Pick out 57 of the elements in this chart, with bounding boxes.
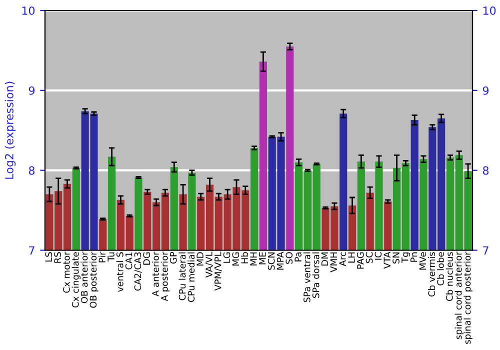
x-tick-label: Tu	[108, 252, 114, 262]
y-axis-title: Log2 (expression)	[4, 82, 16, 179]
x-tick-label: ME	[259, 252, 266, 264]
x-tick-label: SN	[392, 252, 400, 264]
x-tick-label: Tg	[402, 252, 410, 263]
x-tick-label: OB anterior	[80, 252, 88, 304]
x-tick-label: SC	[366, 252, 373, 264]
x-tick-label: Hb	[241, 252, 248, 264]
x-tick-label: CPu medial	[188, 252, 195, 302]
y-tick-label: 10	[22, 6, 35, 15]
x-tick-label: MVe	[419, 252, 426, 270]
y2-tick-label: 8	[482, 166, 489, 175]
x-tick-label: Cx cingulate	[72, 252, 81, 308]
x-tick-label: VMH	[330, 252, 337, 272]
x-tick-label: Pa	[294, 252, 302, 262]
x-tick-label: LG	[223, 252, 230, 263]
x-tick-label: ventral S	[116, 252, 124, 292]
x-tick-label: MD	[196, 252, 204, 266]
x-tick-label: SPa dorsal	[312, 252, 320, 298]
x-tick-label: VPM/VPL	[214, 252, 222, 291]
x-tick-label: IC	[374, 252, 382, 260]
x-tick-label: SO	[286, 252, 293, 264]
y2-tick-label: 7	[483, 246, 488, 254]
x-tick-label: A posterior	[160, 252, 170, 302]
y-tick-label: 8	[28, 166, 35, 175]
x-tick-label: spinal cord anterior	[454, 252, 464, 340]
x-tick-label: MH	[250, 252, 257, 266]
x-tick-label: PAG	[356, 252, 364, 269]
x-tick-label: Cb lobe	[436, 252, 444, 286]
x-tick-label: MPA	[276, 252, 284, 270]
x-tick-label: CA1	[125, 252, 132, 270]
x-tick-label: Cb nucleus	[446, 252, 453, 301]
x-tick-label: RS	[54, 252, 61, 263]
x-tick-label: GP	[170, 252, 177, 264]
x-tick-label: VA/VL	[206, 252, 214, 278]
x-tick-label: Arc	[339, 252, 346, 266]
x-tick-label: MG	[232, 252, 240, 266]
y-tick-label: 7	[29, 246, 34, 254]
x-tick-label: Cb vermis	[428, 252, 436, 296]
x-tick-label: spinal cord posterior	[464, 252, 472, 344]
y-tick-label: 9	[28, 86, 34, 95]
x-tick-label: Pn	[410, 252, 418, 262]
y2-tick-label: 9	[482, 86, 489, 95]
x-tick-label: LH	[348, 252, 355, 263]
y2-tick-label: 10	[483, 6, 496, 15]
x-tick-label: SCN	[268, 252, 275, 270]
x-tick-label: DM	[321, 252, 328, 266]
x-tick-label: OB posterior	[90, 252, 98, 308]
x-tick-label: LS	[45, 252, 52, 262]
x-tick-label: DG	[143, 252, 150, 265]
x-tick-label: Pir	[98, 252, 106, 262]
x-tick-label: SPa ventral	[303, 252, 310, 302]
x-tick-label: CPu lateral	[178, 252, 186, 300]
x-tick-label: VTA	[384, 252, 390, 269]
x-tick-label: CA2/CA3	[134, 252, 142, 291]
x-tick-label: A anterior	[152, 252, 159, 296]
x-tick-label: Cx motor	[63, 252, 70, 293]
